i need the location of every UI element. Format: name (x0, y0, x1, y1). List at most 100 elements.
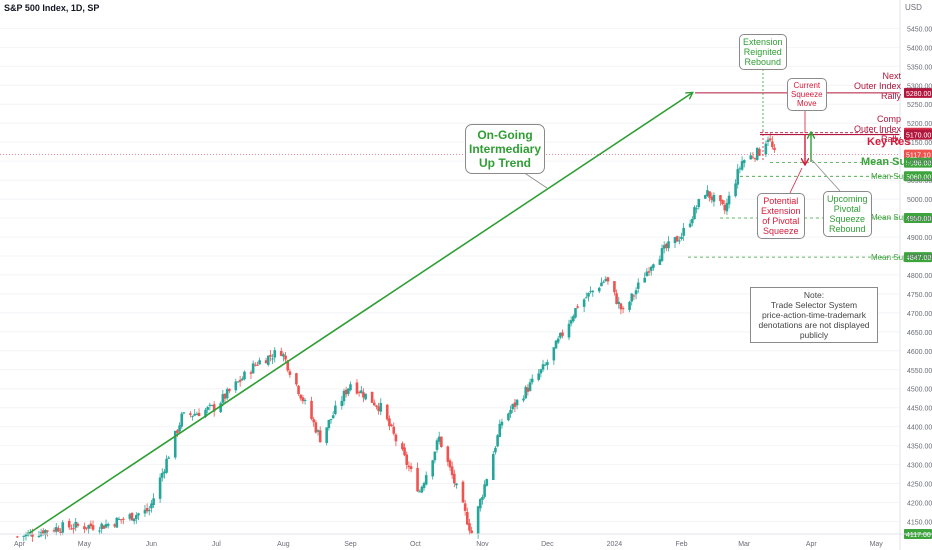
candle-up (104, 524, 108, 528)
x-tick-label: Feb (675, 541, 687, 548)
candle-down (46, 530, 49, 532)
candle-up (379, 402, 383, 412)
candle-up (418, 491, 422, 493)
candle-down (310, 400, 313, 420)
candle-down (67, 520, 71, 528)
candle-up (636, 282, 640, 289)
y-tick-label: 4200.00 (907, 501, 932, 508)
candle-down (70, 528, 73, 530)
candle-down (407, 465, 411, 468)
candle-down (85, 527, 88, 529)
candle-up (100, 523, 103, 530)
candle-up (630, 293, 634, 302)
candle-down (453, 473, 456, 484)
y-tick-label: 4550.00 (907, 368, 932, 375)
candle-up (195, 413, 199, 415)
candle-down (758, 148, 761, 156)
mean-sup-4847.00-badge (904, 252, 932, 263)
candle-up (688, 223, 692, 227)
candle-up (359, 390, 363, 394)
candle-down (344, 389, 348, 395)
candle-up (258, 360, 261, 365)
candle-up (329, 418, 333, 420)
low-badge-text: 4117.00 (906, 532, 931, 539)
y-tick-label: 5450.00 (907, 26, 932, 33)
candle-up (251, 363, 255, 374)
candle-up (628, 301, 631, 310)
candle-up (764, 143, 768, 155)
candle-up (182, 412, 186, 414)
candle-up (712, 195, 716, 202)
candle-up (364, 393, 367, 400)
candles (16, 133, 776, 542)
mean-sup-4950.00-badge (904, 213, 932, 224)
candle-up (150, 503, 153, 509)
candle-down (57, 528, 60, 532)
candle-up (693, 207, 696, 220)
candle-up (491, 454, 495, 480)
candle-up (349, 384, 352, 391)
candle-down (388, 418, 391, 427)
mean-sup-5096.00-badge (904, 157, 932, 168)
candle-up (241, 378, 244, 381)
candle-up (152, 498, 155, 506)
mean-sup-label-5060: Mean Sup (871, 172, 908, 181)
candle-down (72, 528, 75, 530)
candle-down (189, 413, 192, 415)
uptrend-annotation: On-Going Intermediary Up Trend (465, 124, 545, 174)
mean-sup-4847.00-badge-text: 4847.00 (906, 255, 931, 262)
y-tick-label: 4900.00 (907, 235, 932, 242)
candle-up (327, 419, 331, 429)
y-tick-label: 4350.00 (907, 444, 932, 451)
next-rally-badge (904, 87, 932, 98)
candle-up (738, 168, 742, 170)
y-tick-label: 4800.00 (907, 273, 932, 280)
candle-down (122, 518, 125, 520)
upcoming-pivotal-callout-line (811, 159, 841, 192)
candle-up (652, 264, 655, 268)
candle-down (615, 293, 618, 304)
candle-up (574, 308, 577, 318)
candle-up (742, 160, 746, 163)
y-tick-label: 5100.00 (907, 159, 932, 166)
next-rally-badge-text: 5280.00 (906, 91, 931, 98)
candle-up (476, 506, 480, 535)
candle-up (643, 277, 647, 283)
candle-up (703, 195, 707, 199)
key-res-label: Key Res (867, 136, 911, 148)
candle-up (695, 208, 698, 210)
candle-up (420, 486, 424, 493)
candle-up (117, 518, 121, 520)
candle-down (613, 281, 616, 293)
candle-up (727, 195, 731, 205)
candle-up (210, 405, 214, 407)
y-tick-label: 4450.00 (907, 406, 932, 413)
candle-down (448, 460, 452, 468)
candle-up (483, 484, 486, 497)
potential-extension-callout-line (789, 167, 803, 194)
candle-up (498, 423, 502, 437)
candle-up (567, 323, 571, 338)
candle-down (113, 524, 116, 527)
candle-up (334, 405, 337, 415)
candle-up (74, 521, 78, 528)
candle-up (178, 425, 181, 432)
candle-up (236, 381, 240, 383)
candle-up (546, 362, 549, 366)
candle-down (723, 204, 727, 211)
candle-down (375, 405, 378, 407)
candle-down (409, 466, 413, 470)
candle-down (771, 141, 774, 148)
x-tick-label: May (78, 541, 92, 548)
candle-down (470, 530, 473, 534)
candle-up (221, 394, 225, 403)
candle-up (496, 435, 499, 447)
candle-up (115, 517, 119, 528)
candle-down (355, 382, 359, 394)
candle-up (589, 291, 592, 293)
candle-up (524, 386, 528, 399)
candle-down (284, 355, 287, 360)
candle-down (392, 426, 396, 434)
